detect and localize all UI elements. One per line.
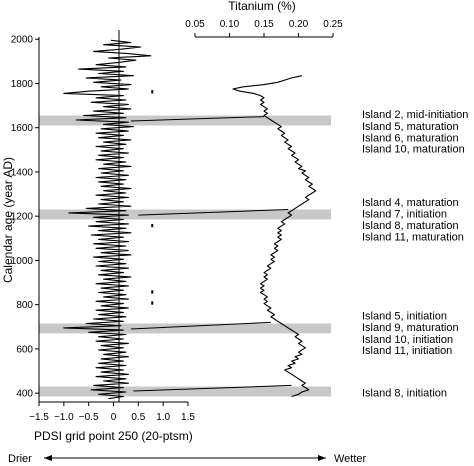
bottom-tick-label: −0.5 [79, 412, 99, 423]
annotation-label: Island 9, maturation [362, 322, 459, 334]
annotation-label: Island 6, maturation [362, 133, 459, 145]
annotation-label: Island 10, maturation [362, 144, 465, 156]
y-tick-label: 1800 [11, 79, 34, 90]
bottom-tick-label: −1.0 [54, 412, 74, 423]
connector-line [133, 384, 292, 392]
bottom-tick-label: 0.5 [131, 412, 145, 423]
top-tick-label: 0.25 [323, 19, 343, 30]
bottom-tick-label: 1.0 [156, 412, 170, 423]
y-axis-ticks: 400 600 800 1000 1200 1400 1600 1800 2000 [11, 35, 39, 400]
connector-line [138, 209, 289, 216]
y-tick-label: 600 [16, 344, 33, 355]
annotation-label: Island 8, maturation [362, 220, 459, 232]
top-tick-label: 0.10 [220, 19, 240, 30]
annotation-label: Island 11, maturation [362, 232, 464, 244]
pdsi-series-line [63, 39, 152, 400]
top-tick-label: 0.05 [185, 19, 205, 30]
direction-arrow-left-head [44, 455, 52, 461]
y-axis-title: Calendar age (year AD) [1, 157, 15, 283]
y-tick-label: 1000 [11, 256, 34, 267]
annotation-label: Island 11, initiation [362, 345, 452, 357]
shaded-band-1 [39, 209, 331, 220]
bottom-axis-ticks: −1.5 −1.0 −0.5 0 0.5 1.0 1.5 [29, 402, 195, 423]
top-tick-label: 0.20 [289, 19, 309, 30]
annotation-label: Island 4, maturation [362, 197, 459, 209]
direction-arrow-right-head [318, 455, 326, 461]
bottom-x-axis-title: PDSI grid point 250 (20-ptsm) [34, 429, 193, 443]
bottom-tick-label: −1.5 [29, 412, 49, 423]
annotation-label: Island 5, maturation [362, 121, 459, 133]
shaded-band-2 [39, 323, 331, 334]
y-tick-label: 800 [16, 300, 33, 311]
top-tick-label: 0.15 [254, 19, 274, 30]
annotation-label: Island 10, initiation [362, 334, 453, 346]
connector-line [130, 116, 265, 122]
connector-lines [130, 116, 292, 392]
direction-indicator: Drier Wetter [8, 453, 367, 465]
top-axis-ticks: 0.05 0.10 0.15 0.20 0.25 [185, 19, 343, 37]
shaded-band-3 [39, 386, 331, 397]
top-x-axis-title: Titanium (%) [228, 0, 296, 13]
bottom-tick-label: 1.5 [181, 412, 195, 423]
y-tick-label: 1600 [11, 123, 34, 134]
connector-line [130, 321, 271, 330]
annotation-label: Island 2, mid-initiation [362, 109, 468, 121]
bottom-tick-label: 0 [111, 412, 117, 423]
annotation-label: Island 7, initiation [362, 208, 447, 220]
y-tick-label: 1400 [11, 167, 34, 178]
y-tick-label: 2000 [11, 35, 34, 46]
y-tick-label: 400 [16, 389, 33, 400]
shaded-band-0 [39, 115, 331, 126]
y-tick-label: 1200 [11, 212, 34, 223]
annotation-label: Island 5, initiation [362, 311, 447, 323]
annotation-label: Island 8, initiation [362, 387, 447, 399]
drier-label: Drier [8, 453, 32, 465]
shaded-bands [39, 115, 331, 397]
data-series [63, 39, 317, 400]
titanium-series-line [232, 75, 317, 398]
wetter-label: Wetter [334, 453, 367, 465]
